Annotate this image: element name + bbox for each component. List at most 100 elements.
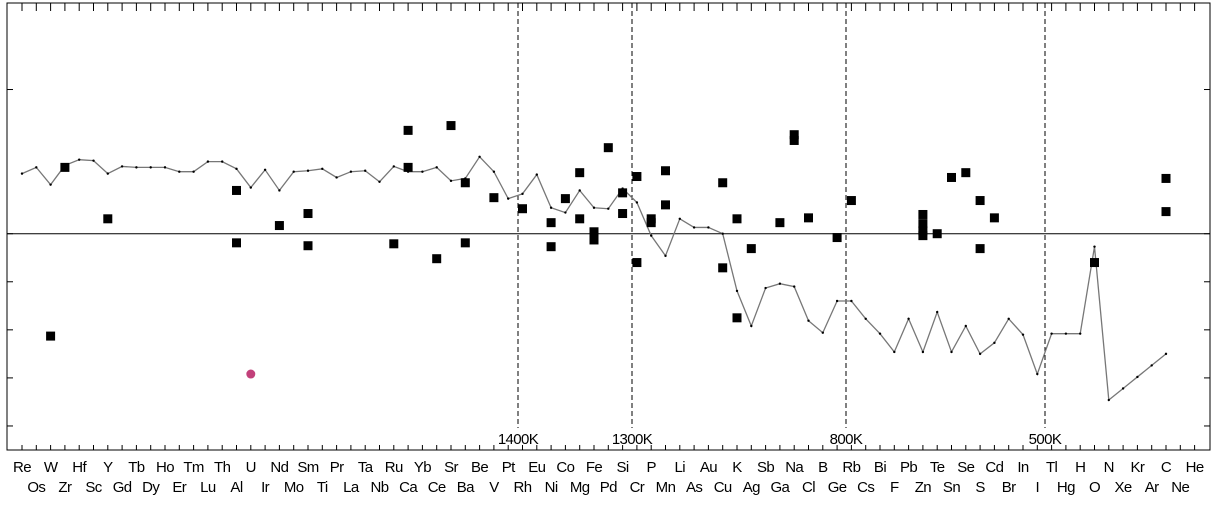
line-vertex bbox=[1150, 364, 1153, 367]
x-tick-label: Ho bbox=[156, 459, 174, 476]
point bbox=[846, 196, 856, 206]
point bbox=[518, 204, 527, 214]
point bbox=[232, 238, 241, 248]
x-tick-label: Co bbox=[556, 459, 574, 476]
line-vertex bbox=[592, 206, 596, 209]
x-tick-label: Zr bbox=[58, 479, 72, 496]
annotation: 1400K bbox=[498, 431, 539, 448]
line-vertex bbox=[20, 172, 24, 175]
point bbox=[632, 258, 642, 268]
line-vertex bbox=[306, 169, 310, 172]
x-tick-label: Nd bbox=[270, 459, 288, 476]
point bbox=[1161, 173, 1171, 183]
x-tick-label: Er bbox=[172, 479, 186, 496]
line-vertex bbox=[535, 173, 538, 176]
line-vertex bbox=[578, 189, 581, 192]
line-vertex bbox=[278, 189, 281, 192]
line-vertex bbox=[835, 299, 839, 303]
line-vertex bbox=[664, 254, 667, 258]
line-vertex bbox=[1007, 317, 1010, 320]
point bbox=[560, 194, 570, 204]
point bbox=[403, 125, 413, 135]
line-vertex bbox=[449, 179, 453, 183]
x-tick-label: Hg bbox=[1057, 479, 1075, 496]
line-vertex bbox=[950, 350, 953, 354]
line-vertex bbox=[335, 176, 338, 179]
x-tick-label: Kr bbox=[1130, 459, 1144, 476]
point bbox=[489, 193, 499, 203]
x-tick-label: N bbox=[1104, 459, 1114, 476]
x-tick-label: Li bbox=[675, 459, 686, 476]
x-tick-label: O bbox=[1089, 479, 1100, 496]
x-tick-label: Sr bbox=[444, 459, 458, 476]
point bbox=[775, 218, 785, 228]
line-vertex bbox=[92, 159, 95, 162]
x-tick-label: As bbox=[686, 479, 702, 496]
x-tick-label: Rh bbox=[514, 479, 532, 496]
x-tick-label: Ca bbox=[399, 479, 418, 496]
line-vertex bbox=[978, 352, 982, 356]
point bbox=[1090, 258, 1099, 268]
line-vertex bbox=[120, 165, 124, 168]
line-vertex bbox=[778, 282, 782, 285]
x-tick-label: Ba bbox=[457, 479, 475, 496]
x-tick-label: Mg bbox=[570, 479, 590, 496]
line-vertex bbox=[349, 170, 353, 173]
x-tick-label: Bi bbox=[874, 459, 886, 476]
line-vertex bbox=[878, 332, 882, 335]
point bbox=[975, 244, 985, 254]
point bbox=[718, 178, 728, 188]
x-tick-label: Cl bbox=[802, 479, 815, 496]
point bbox=[274, 221, 284, 231]
line-vertex bbox=[1050, 332, 1053, 335]
x-tick-label: Te bbox=[930, 459, 945, 476]
line-vertex bbox=[850, 299, 853, 303]
line-vertex bbox=[321, 167, 324, 171]
point bbox=[632, 172, 642, 182]
line-vertex bbox=[735, 289, 739, 293]
line-vertex bbox=[149, 166, 152, 169]
x-tick-label: Fe bbox=[586, 459, 603, 476]
line-vertex bbox=[678, 217, 681, 221]
x-tick-label: Y bbox=[103, 459, 113, 476]
point bbox=[618, 209, 628, 219]
line-vertex bbox=[1136, 375, 1139, 379]
x-tick-label: Xe bbox=[1115, 479, 1132, 496]
line-vertex bbox=[921, 350, 925, 354]
point bbox=[575, 168, 585, 178]
x-tick-label: Rb bbox=[842, 459, 860, 476]
point bbox=[232, 185, 241, 195]
point bbox=[918, 209, 928, 219]
line-vertex bbox=[521, 192, 524, 196]
x-tick-label: I bbox=[1036, 479, 1040, 496]
line-vertex bbox=[807, 319, 810, 322]
line-vertex bbox=[764, 286, 767, 290]
point bbox=[789, 135, 799, 145]
line-vertex bbox=[507, 197, 510, 200]
line-vertex bbox=[478, 155, 481, 159]
line-vertex bbox=[1064, 332, 1068, 335]
x-tick-label: Ti bbox=[317, 479, 328, 496]
line-vertex bbox=[650, 234, 653, 237]
annotation: 800K bbox=[830, 431, 863, 448]
line-vertex bbox=[750, 324, 753, 328]
x-tick-label: Ce bbox=[428, 479, 446, 496]
x-tick-label: Ge bbox=[828, 479, 847, 496]
line-vertex bbox=[1107, 398, 1111, 402]
x-tick-label: Pd bbox=[600, 479, 617, 496]
point bbox=[918, 231, 928, 241]
line-vertex bbox=[378, 180, 381, 183]
x-tick-label: Se bbox=[957, 459, 974, 476]
line-vertex bbox=[35, 166, 38, 169]
annotation: 1300K bbox=[612, 431, 653, 448]
point bbox=[646, 218, 656, 228]
x-tick-label: Be bbox=[471, 459, 488, 476]
x-tick-label: P bbox=[646, 459, 656, 476]
annotation: 500K bbox=[1029, 431, 1062, 448]
x-tick-label: Gd bbox=[113, 479, 132, 496]
x-tick-label: Al bbox=[230, 479, 242, 496]
point bbox=[789, 130, 799, 140]
series-line bbox=[21, 155, 1167, 402]
line-vertex bbox=[907, 317, 910, 320]
line-vertex bbox=[435, 166, 438, 169]
